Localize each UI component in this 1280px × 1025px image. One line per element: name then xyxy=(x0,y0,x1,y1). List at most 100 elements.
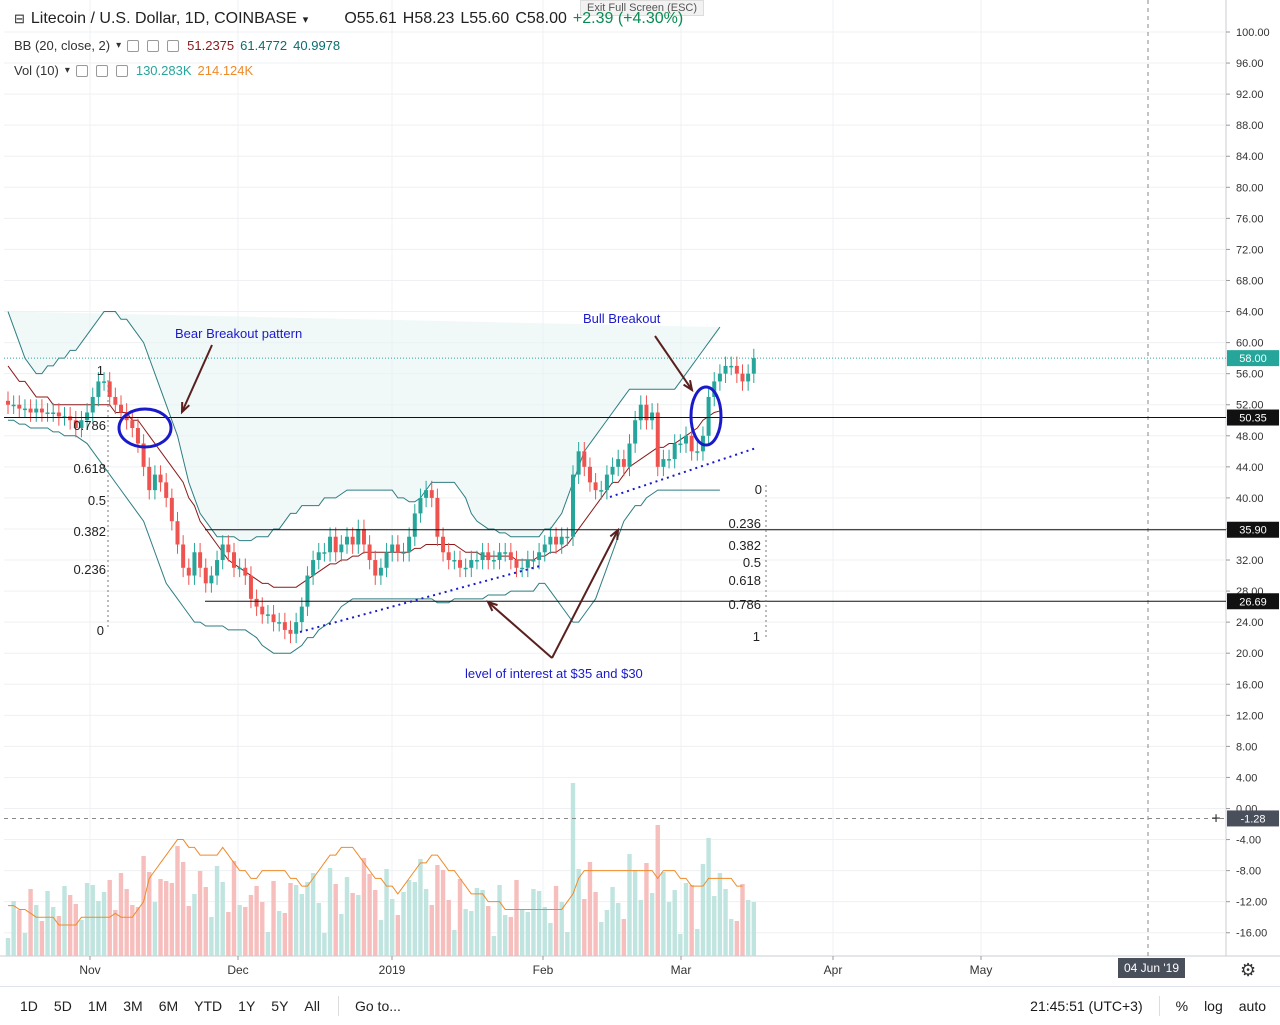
symbol-title[interactable]: Litecoin / U.S. Dollar, 1D, COINBASE xyxy=(30,10,297,27)
timeframe-1y[interactable]: 1Y xyxy=(238,998,256,1014)
volume-bar xyxy=(440,870,446,956)
candle-body xyxy=(616,459,621,467)
candle-body xyxy=(424,490,429,498)
divider xyxy=(337,996,339,1016)
timeframe-1d[interactable]: 1D xyxy=(20,998,38,1014)
y-tick-label: 72.00 xyxy=(1236,244,1264,256)
volume-ma-line xyxy=(8,839,743,926)
candle-body xyxy=(232,552,236,568)
chevron-down-icon[interactable]: ▾ xyxy=(302,13,309,26)
volume-bar xyxy=(378,920,384,956)
percent-toggle[interactable]: % xyxy=(1175,998,1189,1014)
low-value: L55.60 xyxy=(460,10,510,27)
candle-body xyxy=(514,560,519,568)
volume-bar xyxy=(62,886,67,956)
candle-body xyxy=(254,598,259,607)
y-tick-label: 8.00 xyxy=(1236,741,1257,753)
candle-body xyxy=(102,381,107,383)
candle-body xyxy=(593,482,598,491)
candle-body xyxy=(73,420,78,429)
goto-button[interactable]: Go to... xyxy=(354,998,401,1014)
clock-time[interactable]: 21:45:51 (UTC+3) xyxy=(1030,998,1143,1014)
close-icon[interactable] xyxy=(167,39,180,52)
bear-breakout-label: Bear Breakout pattern xyxy=(175,326,302,341)
candle-body xyxy=(390,544,395,553)
auto-toggle[interactable]: auto xyxy=(1238,998,1266,1014)
candle-body xyxy=(260,606,265,615)
fib-left-label: 0.5 xyxy=(88,493,106,508)
volume-bar xyxy=(28,889,33,956)
candle-body xyxy=(542,544,547,553)
collapse-icon[interactable]: ⊟ xyxy=(14,11,25,26)
log-toggle[interactable]: log xyxy=(1204,998,1223,1014)
timeframe-1m[interactable]: 1M xyxy=(87,998,108,1014)
timeframe-6m[interactable]: 6M xyxy=(158,998,179,1014)
volume-bar xyxy=(621,919,627,956)
candle-body xyxy=(751,358,756,374)
volume-bar xyxy=(423,889,429,956)
volume-bar xyxy=(559,902,564,956)
vol-label[interactable]: Vol (10) xyxy=(14,63,59,78)
settings-icon[interactable] xyxy=(147,39,160,52)
candle-body xyxy=(571,474,575,537)
y-tick-label: -12.00 xyxy=(1236,897,1267,909)
volume-bar xyxy=(706,838,711,956)
candle-body xyxy=(633,420,638,444)
price-chart[interactable]: 100.00 96.00 92.00 88.00 84.00 80.00 76.00 72.0… xyxy=(0,0,1280,986)
y-tick-label: 80.00 xyxy=(1236,182,1264,194)
eye-icon[interactable] xyxy=(75,64,88,77)
volume-bar xyxy=(616,903,621,956)
timeframe-all[interactable]: All xyxy=(304,998,320,1014)
fib-right-label: 0.5 xyxy=(743,555,761,570)
candle-body xyxy=(85,412,90,421)
candle-body xyxy=(45,412,50,414)
timeframe-3m[interactable]: 3M xyxy=(123,998,143,1014)
vol-ma-value: 214.124K xyxy=(197,63,254,78)
volume-bar xyxy=(740,884,745,956)
y-tick-label: 48.00 xyxy=(1236,431,1264,443)
settings-icon[interactable] xyxy=(95,64,108,77)
candle-body xyxy=(650,412,655,421)
candle-body xyxy=(559,536,564,545)
candle-body xyxy=(34,408,39,413)
candle-body xyxy=(548,536,553,545)
close-icon[interactable] xyxy=(115,64,128,77)
bull-arrow-head xyxy=(683,380,694,393)
candle-body xyxy=(345,536,349,545)
candle-body xyxy=(367,544,372,561)
volume-bar xyxy=(469,911,474,956)
volume-bar xyxy=(412,882,417,956)
level-badge-35 xyxy=(1227,521,1279,538)
chevron-down-icon[interactable]: ▾ xyxy=(64,65,70,76)
candle-body xyxy=(28,408,33,413)
chevron-down-icon[interactable]: ▾ xyxy=(116,40,122,51)
volume-bar xyxy=(282,913,288,956)
y-tick-label: -4.00 xyxy=(1236,835,1261,847)
volume-bar xyxy=(79,920,84,956)
volume-bar xyxy=(186,906,191,956)
volume-bar xyxy=(305,882,310,956)
change-value: +2.39 (+4.30%) xyxy=(572,10,684,27)
volume-bar xyxy=(593,892,598,956)
candle-body xyxy=(717,373,722,382)
y-tick-label: 68.00 xyxy=(1236,275,1264,287)
candle-body xyxy=(418,497,423,514)
candle-body xyxy=(384,552,389,568)
eye-icon[interactable] xyxy=(127,39,140,52)
candle-body xyxy=(328,536,333,553)
timeframe-5d[interactable]: 5D xyxy=(53,998,72,1014)
close-value: C58.00 xyxy=(515,10,567,27)
volume-bar xyxy=(514,880,519,956)
open-value: O55.61 xyxy=(344,10,397,27)
timeframe-5y[interactable]: 5Y xyxy=(271,998,289,1014)
candle-body xyxy=(107,381,112,397)
volume-bar xyxy=(390,899,395,956)
candle-body xyxy=(508,552,513,561)
fib-right-label: 0 xyxy=(755,482,762,497)
exit-fullscreen-button[interactable]: Exit Full Screen (ESC) xyxy=(580,0,705,16)
gear-icon[interactable]: ⚙ xyxy=(1240,960,1257,980)
y-tick-label: 84.00 xyxy=(1236,151,1264,163)
volume-bar xyxy=(367,874,372,956)
bb-label[interactable]: BB (20, close, 2) xyxy=(14,38,111,53)
timeframe-ytd[interactable]: YTD xyxy=(194,998,223,1014)
